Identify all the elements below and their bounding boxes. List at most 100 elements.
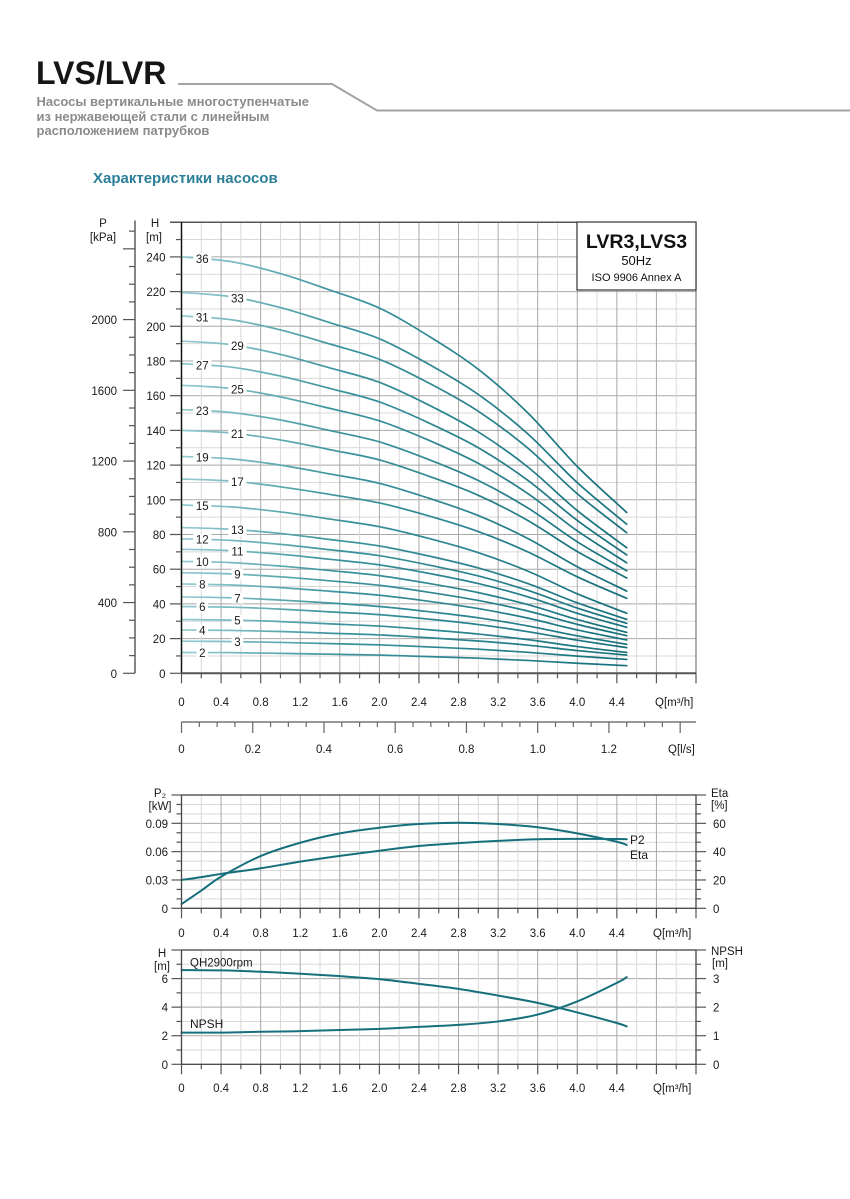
y2-tick-label: 1 xyxy=(713,1031,719,1043)
stage-label-background xyxy=(193,359,212,371)
y2-tick-label: 3 xyxy=(713,974,719,986)
p-tick-label: 1200 xyxy=(91,457,117,469)
pump-curve-4-stages xyxy=(180,629,628,656)
x-tick-label: 0 xyxy=(178,928,184,940)
h-tick-label: 120 xyxy=(146,461,165,473)
p-tick-label: 400 xyxy=(98,598,117,610)
h-tick-label: 100 xyxy=(146,495,165,507)
y2-tick-label: 20 xyxy=(713,875,726,887)
pump-curve-3-stages xyxy=(180,640,628,661)
stage-count-label: 17 xyxy=(231,477,244,489)
p-axis-unit: [kPa] xyxy=(90,232,116,244)
pump-curve-7-stages xyxy=(180,596,628,646)
y-tick-label: 2 xyxy=(162,1031,168,1043)
stage-label-background xyxy=(196,624,209,636)
x-tick-label: 3.6 xyxy=(530,697,546,709)
x-tick-label: 2.8 xyxy=(451,928,467,940)
x-tick-label: 4.4 xyxy=(609,928,626,940)
pump-curve-15-stages xyxy=(180,504,628,615)
x-tick-label: 1.2 xyxy=(292,1083,308,1095)
stage-count-label: 10 xyxy=(196,557,209,569)
x-tick-label: 4.0 xyxy=(569,1083,585,1095)
stage-label-background xyxy=(193,451,212,463)
stage-count-label: 36 xyxy=(196,254,209,266)
x-axis-title: Q[m³/h] xyxy=(653,1083,691,1095)
h-axis-unit: [m] xyxy=(154,961,170,973)
x-tick-label: 0.8 xyxy=(253,1083,269,1095)
stage-count-label: 15 xyxy=(196,501,209,513)
pump-curve-31-stages xyxy=(180,315,628,534)
stage-label-background xyxy=(193,500,212,512)
p-tick-label: 800 xyxy=(98,527,117,539)
npsh-axis-unit: [m] xyxy=(712,958,728,970)
ls-tick-label: 1.0 xyxy=(530,744,546,756)
x-tick-label: 0.8 xyxy=(253,697,269,709)
x-tick-label: 2.4 xyxy=(411,697,428,709)
ls-tick-label: 0.6 xyxy=(387,744,403,756)
x-tick-label: 4.4 xyxy=(609,697,626,709)
stage-count-label: 3 xyxy=(234,637,240,649)
info-box-frame xyxy=(576,221,697,291)
pump-curve-33-stages xyxy=(180,291,628,526)
stage-count-label: 8 xyxy=(199,580,205,592)
ls-tick-label: 0.4 xyxy=(316,744,333,756)
y2-tick-label: 40 xyxy=(713,847,726,859)
h-tick-label: 200 xyxy=(146,322,165,334)
x-tick-label: 2.8 xyxy=(451,1083,467,1095)
curve-npsh xyxy=(180,976,628,1034)
h-axis-unit: [m] xyxy=(146,232,162,244)
stage-label-background xyxy=(231,636,244,648)
x-axis-title-m3h: Q[m³/h] xyxy=(655,697,693,709)
stage-label-background xyxy=(193,311,212,323)
x-tick-label: 1.6 xyxy=(332,1083,348,1095)
y-tick-label: 0.09 xyxy=(146,819,168,831)
stage-label-background xyxy=(228,524,247,536)
stage-label-background xyxy=(196,601,209,613)
x-tick-label: 3.6 xyxy=(530,928,546,940)
h-tick-label: 60 xyxy=(153,565,166,577)
h-axis-title: H xyxy=(158,948,166,960)
stage-label-background xyxy=(193,253,212,265)
x-axis-title-ls: Q[l/s] xyxy=(668,744,695,756)
pump-curve-8-stages xyxy=(180,583,628,641)
h-tick-label: 180 xyxy=(146,357,165,369)
ls-tick-label: 0 xyxy=(178,744,184,756)
x-tick-label: 4.4 xyxy=(609,1083,626,1095)
stage-label-background xyxy=(228,384,247,396)
ls-tick-label: 0.2 xyxy=(245,744,261,756)
curve-p2 xyxy=(180,837,628,881)
y2-tick-label: 2 xyxy=(713,1003,719,1015)
pump-curve-19-stages xyxy=(180,455,628,592)
stage-label-background xyxy=(231,614,244,626)
pump-curve-25-stages xyxy=(180,384,628,564)
stage-count-label: 2 xyxy=(199,648,205,660)
stage-count-label: 29 xyxy=(231,341,244,353)
h-tick-label: 40 xyxy=(153,599,166,611)
stage-count-label: 5 xyxy=(234,615,240,627)
qh-series-label: QH2900rpm xyxy=(190,958,253,970)
stage-label-background xyxy=(228,545,247,557)
stage-count-label: 31 xyxy=(196,313,209,325)
axes: 0 0.4 0.8 1.2 1.6 2.0 2.4 2.8 3.2 3.6 4.0 4.4 0 2 4 6 0 1… xyxy=(162,949,719,1095)
stage-label-background xyxy=(193,533,212,545)
standard-label: ISO 9906 Annex A xyxy=(592,272,683,284)
pump-curve-5-stages xyxy=(180,618,628,654)
pump-curve-6-stages xyxy=(180,605,628,649)
model-info-box: LVR3,LVS3 50Hz ISO 9906 Annex A xyxy=(576,221,697,291)
x-tick-label: 0.4 xyxy=(213,697,230,709)
pump-curve-17-stages xyxy=(180,478,628,600)
chart-power-efficiency: 0 0.4 0.8 1.2 1.6 2.0 2.4 2.8 3.2 3.6 4.0 4.4 0 0.03 0… xyxy=(146,788,729,940)
x-tick-label: 3.2 xyxy=(490,1083,506,1095)
stage-count-label: 13 xyxy=(231,525,244,537)
subtitle-line-1: Насосы вертикальные многоступенчатые xyxy=(37,94,310,109)
x-tick-label: 1.6 xyxy=(332,928,348,940)
x-tick-label: 2.8 xyxy=(451,697,467,709)
y-tick-label: 6 xyxy=(162,974,168,986)
p-tick-label: 0 xyxy=(111,669,117,681)
x-tick-label: 4.0 xyxy=(569,928,585,940)
pump-curve-23-stages xyxy=(180,408,628,572)
stage-count-label: 33 xyxy=(231,293,244,305)
